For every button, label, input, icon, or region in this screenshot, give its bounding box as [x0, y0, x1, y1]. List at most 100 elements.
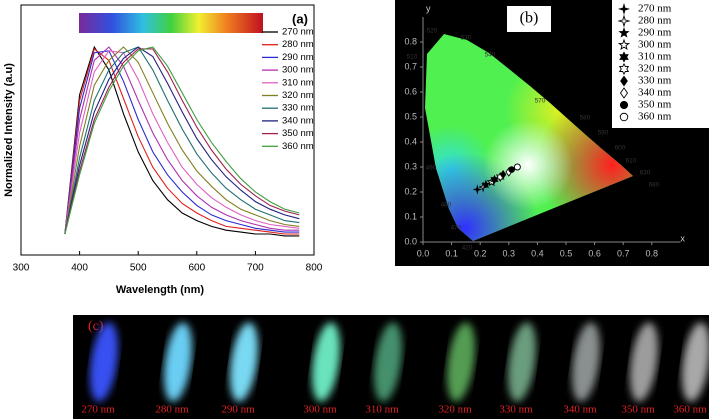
legend-label: 270 nm — [638, 3, 672, 15]
sample-caption: 310 nm — [365, 404, 399, 416]
locus-label: 600 — [615, 145, 626, 152]
marker — [473, 184, 482, 195]
marker — [619, 51, 629, 63]
legend-label: 340 nm — [638, 87, 672, 99]
legend-label: 350 nm — [638, 99, 672, 111]
sample-glow — [163, 322, 193, 402]
locus-label: 420 — [462, 245, 473, 252]
legend-label: 280 nm — [282, 39, 314, 50]
x-tick-label: 0.7 — [617, 248, 630, 258]
x-tick-label: 300 — [13, 263, 30, 274]
marker — [499, 169, 507, 180]
x-axis-title: Wavelength (nm) — [116, 284, 205, 296]
legend-label: 300 nm — [638, 39, 672, 51]
y-tick-label: 0.5 — [404, 111, 417, 121]
legend-label: 320 nm — [638, 63, 672, 75]
marker — [513, 163, 521, 171]
x-tick-label: 0.3 — [503, 248, 516, 258]
y-tick-label: 0.3 — [404, 161, 417, 171]
panel-b: (b) x y 0.0 0.1 0.2 0.3 0.4 0.5 0.6 0.7 0.8 0.0 0.1 0… — [395, 0, 709, 266]
x-axis-title: x — [680, 233, 685, 243]
legend-label: 340 nm — [282, 115, 314, 126]
sample-glow — [571, 322, 601, 402]
locus-label: 610 — [626, 158, 637, 165]
plot-frame — [20, 4, 315, 256]
sample-glow — [446, 322, 476, 402]
x-tick-label: 0.5 — [560, 248, 573, 258]
marker — [619, 87, 629, 99]
panel-a: (a) Wavelength (nm) Normalized Intensity… — [3, 4, 323, 296]
y-tick-label: 0.0 — [404, 236, 417, 246]
sample-glow — [373, 322, 403, 402]
marker — [618, 63, 630, 75]
locus-label: 480 — [441, 202, 452, 209]
locus-label: 540 — [485, 52, 496, 59]
x-tick-label: 0.6 — [588, 248, 601, 258]
legend-label: 300 nm — [282, 65, 314, 76]
y-axis-title: y — [426, 3, 431, 13]
color-bar — [79, 13, 263, 33]
marker — [617, 38, 631, 51]
spectrum-line — [64, 46, 300, 235]
marker — [508, 166, 515, 173]
legend-label: 350 nm — [282, 128, 314, 139]
marker — [619, 112, 629, 122]
legend-label: 320 nm — [282, 90, 314, 101]
legend-label: 290 nm — [638, 27, 672, 39]
y-axis-title: Normalized Intensity (a.u) — [3, 63, 15, 197]
locus-label: 630 — [640, 170, 651, 177]
locus-label: 530 — [461, 35, 472, 42]
marker — [617, 14, 631, 28]
spectrum-line — [64, 46, 300, 235]
sample-caption: 330 nm — [499, 404, 533, 416]
locus-label: 570 — [535, 98, 546, 105]
locus-label: 490 — [426, 165, 437, 172]
sample-caption: 280 nm — [155, 404, 189, 416]
sample-glow — [507, 322, 537, 402]
sample-caption: 290 nm — [221, 404, 255, 416]
marker — [617, 2, 631, 16]
sample-glow — [89, 322, 119, 402]
locus-label: 590 — [598, 130, 609, 137]
x-tick-label: 0.2 — [474, 248, 487, 258]
sample-caption: 340 nm — [563, 404, 597, 416]
spectrum-line — [64, 50, 300, 235]
marker — [618, 27, 630, 38]
panel-c: (c) 270 nm 280 nm 290 nm 300 nm 310 nm 320 nm… — [73, 315, 709, 419]
locus-label: 470 — [451, 225, 462, 232]
sample-caption: 270 nm — [81, 404, 115, 416]
sample-caption: 320 nm — [438, 404, 472, 416]
panel-label-box — [507, 6, 551, 32]
spectrum-line — [64, 47, 300, 235]
legend-label: 270 nm — [282, 27, 314, 38]
y-tick-label: 0.4 — [404, 136, 417, 146]
panel-label: (c) — [88, 319, 104, 334]
y-tick-label: 0.8 — [404, 36, 417, 46]
x-tick-label: 600 — [188, 263, 205, 274]
legend-label: 360 nm — [638, 111, 672, 123]
spectrum-line — [64, 48, 300, 235]
y-tick-label: 0.7 — [404, 61, 417, 71]
sample-caption: 360 nm — [673, 404, 707, 416]
panel-label: (b) — [520, 10, 539, 27]
sample-glow — [229, 322, 259, 402]
legend-label: 310 nm — [638, 51, 672, 63]
x-tick-label: 700 — [247, 263, 264, 274]
spectrum-line — [64, 46, 300, 235]
x-tick-label: 500 — [130, 263, 147, 274]
x-tick-label: 0.1 — [445, 248, 458, 258]
sample-glow — [311, 322, 341, 402]
locus-label: 680 — [649, 182, 660, 189]
spectrum-line — [64, 46, 300, 235]
y-tick-label: 0.1 — [404, 211, 417, 221]
sample-caption: 350 nm — [621, 404, 655, 416]
y-tick-label: 0.2 — [404, 186, 417, 196]
legend-label: 310 nm — [282, 77, 314, 88]
locus-label: 510 — [407, 54, 418, 61]
spectrum-line — [64, 45, 300, 237]
x-tick-label: 0.4 — [531, 248, 544, 258]
marker — [620, 75, 628, 87]
legend-label: 330 nm — [282, 103, 314, 114]
sample-glow — [629, 322, 659, 402]
sample-caption: 300 nm — [303, 404, 337, 416]
